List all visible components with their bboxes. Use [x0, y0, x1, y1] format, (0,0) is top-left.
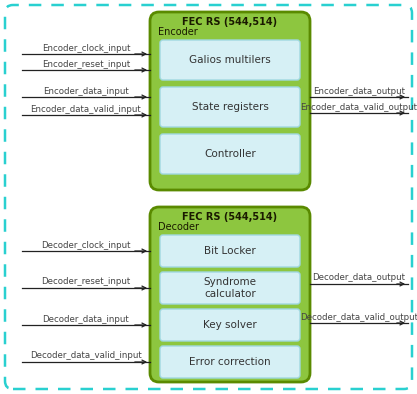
Text: Bit Locker: Bit Locker — [204, 246, 256, 256]
FancyBboxPatch shape — [5, 5, 412, 389]
FancyBboxPatch shape — [160, 235, 300, 267]
FancyBboxPatch shape — [160, 272, 300, 304]
FancyBboxPatch shape — [160, 346, 300, 378]
Text: Controller: Controller — [204, 149, 256, 159]
Text: Encoder_data_valid_input: Encoder_data_valid_input — [30, 104, 141, 113]
Text: Decoder_data_valid_input: Decoder_data_valid_input — [30, 351, 142, 361]
FancyBboxPatch shape — [160, 309, 300, 341]
Text: Encoder: Encoder — [158, 27, 198, 37]
Text: FEC RS (544,514): FEC RS (544,514) — [182, 17, 278, 27]
Text: Decoder_data_output: Decoder_data_output — [312, 273, 405, 282]
Text: Decoder_data_input: Decoder_data_input — [43, 314, 129, 323]
Text: Encoder_reset_input: Encoder_reset_input — [42, 59, 130, 69]
Text: Galios multilers: Galios multilers — [189, 55, 271, 65]
Text: Key solver: Key solver — [203, 320, 257, 330]
Text: FEC RS (544,514): FEC RS (544,514) — [182, 212, 278, 222]
Text: State registers: State registers — [191, 102, 269, 112]
FancyBboxPatch shape — [150, 12, 310, 190]
FancyBboxPatch shape — [150, 207, 310, 382]
Text: Error correction: Error correction — [189, 357, 271, 367]
Text: Decoder: Decoder — [158, 222, 199, 232]
FancyBboxPatch shape — [160, 40, 300, 80]
Text: Encoder_clock_input: Encoder_clock_input — [42, 43, 130, 52]
FancyBboxPatch shape — [160, 134, 300, 174]
Text: Decoder_data_valid_output: Decoder_data_valid_output — [300, 312, 417, 322]
Text: Syndrome
calculator: Syndrome calculator — [203, 277, 256, 299]
Text: Encoder_data_output: Encoder_data_output — [313, 87, 405, 95]
Text: Encoder_data_input: Encoder_data_input — [43, 87, 129, 95]
FancyBboxPatch shape — [160, 87, 300, 127]
Text: Decoder_reset_input: Decoder_reset_input — [41, 277, 131, 286]
Text: Encoder_data_valid_output: Encoder_data_valid_output — [301, 102, 417, 112]
Text: Decoder_clock_input: Decoder_clock_input — [41, 240, 131, 249]
